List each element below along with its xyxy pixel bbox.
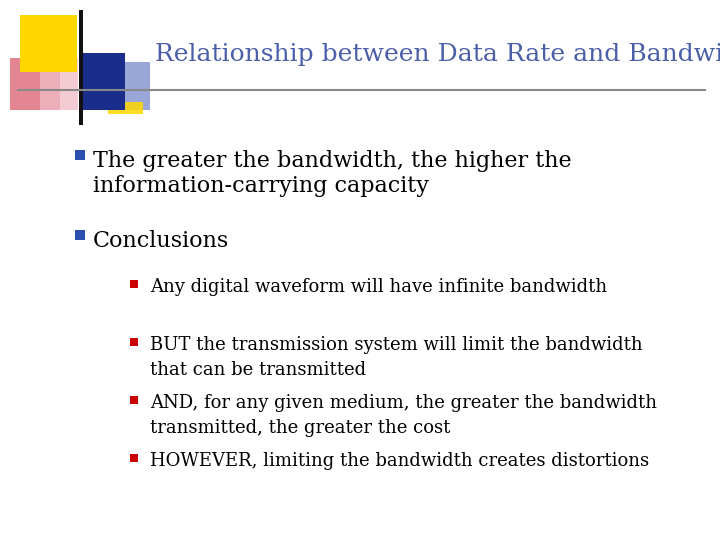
Bar bbox=[60, 58, 78, 110]
Text: HOWEVER, limiting the bandwidth creates distortions: HOWEVER, limiting the bandwidth creates … bbox=[150, 452, 649, 470]
Text: Conclusions: Conclusions bbox=[93, 230, 229, 252]
Bar bbox=[83, 53, 125, 110]
Text: information-carrying capacity: information-carrying capacity bbox=[93, 175, 429, 197]
Text: Any digital waveform will have infinite bandwidth: Any digital waveform will have infinite … bbox=[150, 278, 607, 296]
Bar bbox=[130, 338, 138, 346]
Text: Relationship between Data Rate and Bandwidth: Relationship between Data Rate and Bandw… bbox=[155, 44, 720, 66]
Text: The greater the bandwidth, the higher the: The greater the bandwidth, the higher th… bbox=[93, 150, 572, 172]
Bar bbox=[130, 396, 138, 404]
Bar bbox=[75, 230, 85, 240]
Text: BUT the transmission system will limit the bandwidth
that can be transmitted: BUT the transmission system will limit t… bbox=[150, 336, 643, 379]
Bar bbox=[20, 15, 77, 72]
Bar bbox=[108, 102, 143, 114]
Bar bbox=[79, 10, 83, 125]
Bar bbox=[130, 280, 138, 288]
Text: AND, for any given medium, the greater the bandwidth
transmitted, the greater th: AND, for any given medium, the greater t… bbox=[150, 394, 657, 437]
Bar bbox=[108, 62, 150, 110]
Bar bbox=[75, 150, 85, 160]
Bar bbox=[130, 454, 138, 462]
Bar bbox=[40, 58, 78, 110]
Bar bbox=[10, 58, 78, 110]
